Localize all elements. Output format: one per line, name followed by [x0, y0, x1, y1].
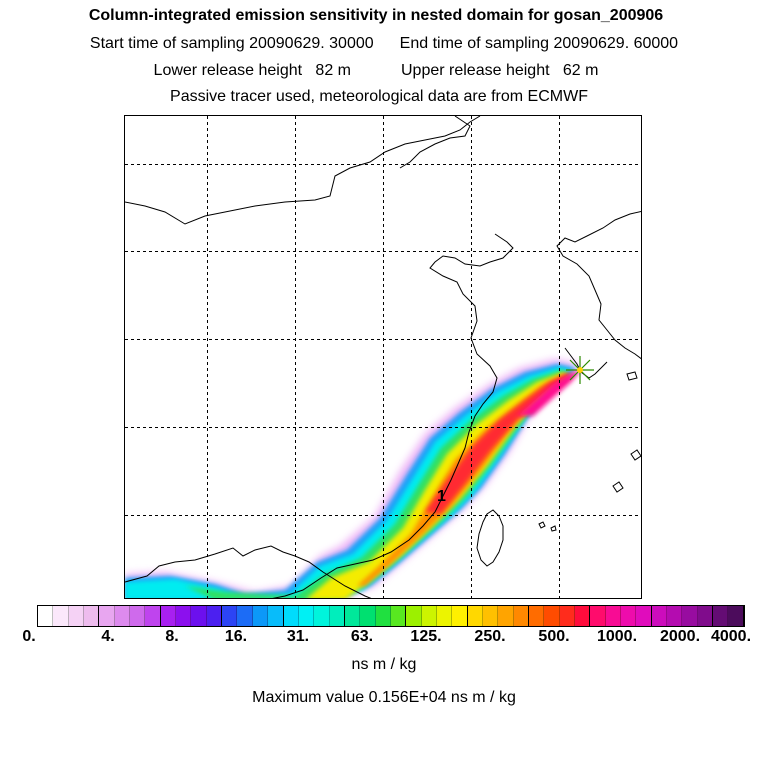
island-4 [538, 521, 546, 529]
color-scale-cell [651, 606, 668, 626]
coastline-north [125, 116, 481, 225]
color-scale-cell [559, 606, 576, 626]
color-scale-cell [191, 606, 207, 626]
color-scale-cell [68, 606, 85, 626]
sampling-time-line: Start time of sampling 20090629. 30000 En… [0, 34, 768, 54]
color-scale-cell [498, 606, 514, 626]
color-scale-cell [298, 606, 315, 626]
color-scale-cell [237, 606, 253, 626]
color-scale-cell [375, 606, 391, 626]
coastline-south [125, 545, 372, 598]
emission-plume [125, 359, 581, 598]
color-scale-cell [605, 606, 622, 626]
tick-label: 125. [410, 628, 442, 645]
color-scale-cell [544, 606, 560, 626]
color-scale-bar [37, 605, 745, 627]
plume-layer-red [425, 372, 571, 514]
tick-label: 500. [538, 628, 570, 645]
color-scale-cell [329, 606, 345, 626]
island-1 [626, 371, 638, 381]
color-scale-cell [728, 606, 744, 626]
lower-release-label: Lower release height 82 m [153, 62, 351, 79]
unit-label: ns m / kg [351, 656, 417, 673]
color-scale-cell [667, 606, 683, 626]
start-time-label: Start time of sampling 20090629. 30000 [89, 35, 374, 52]
color-scale-cell [53, 606, 69, 626]
color-scale-cell [406, 606, 422, 626]
tick-label: 8. [165, 628, 179, 645]
color-scale-cell [145, 606, 161, 626]
border-east [399, 116, 471, 169]
tick-label: 1000. [596, 628, 638, 645]
color-scale-cell [452, 606, 468, 626]
color-scale-ticks: 0. 4. 8. 16. 31. 63. 125. 250. 500. 1000… [0, 628, 768, 650]
color-scale-cell [222, 606, 238, 626]
tick-label: 2000. [659, 628, 701, 645]
tick-label: 16. [224, 628, 248, 645]
map-title: Column-integrated emission sensitivity i… [88, 7, 664, 24]
grid-lines [125, 116, 641, 598]
color-scale-cell [682, 606, 698, 626]
island-5 [550, 525, 557, 532]
tick-label: 0. [22, 628, 36, 645]
upper-release-label: Upper release height 62 m [401, 62, 599, 79]
tick-label: 250. [474, 628, 506, 645]
color-scale-cell [697, 606, 714, 626]
tracer-info-line: Passive tracer used, meteorological data… [170, 88, 588, 105]
coastline-china-east [272, 233, 514, 598]
color-scale-cell [436, 606, 453, 626]
color-scale-cell [130, 606, 146, 626]
map-canvas: 1 [125, 116, 641, 598]
color-scale-cell [206, 606, 223, 626]
color-scale-cell [529, 606, 545, 626]
release-height-line: Lower release height 82 m Upper release h… [0, 61, 760, 81]
end-time-label: End time of sampling 20090629. 60000 [399, 35, 679, 52]
color-scale-cell [252, 606, 269, 626]
color-scale-cell [176, 606, 192, 626]
color-scale-cell [84, 606, 100, 626]
star-icon [566, 356, 594, 384]
color-scale-cell [360, 606, 376, 626]
color-scale-cell [390, 606, 407, 626]
color-scale-cell [160, 606, 177, 626]
taiwan-island [476, 509, 504, 567]
color-scale-cell [467, 606, 483, 626]
plume-layer-magenta [517, 370, 581, 416]
coastlines [125, 116, 641, 598]
color-scale-cell [344, 606, 361, 626]
color-scale-cell [38, 606, 54, 626]
coastline-korea-north [556, 210, 641, 360]
island-3 [612, 481, 624, 493]
color-scale-cell [621, 606, 637, 626]
cluster-label: 1 [437, 488, 446, 505]
color-scale-cell [636, 606, 652, 626]
color-scale-cell [575, 606, 591, 626]
color-scale-cell [99, 606, 115, 626]
map-panel: 1 [124, 115, 642, 599]
color-scale-cell [482, 606, 499, 626]
color-scale-cell [314, 606, 330, 626]
tick-label: 63. [350, 628, 374, 645]
tick-label: 4000. [710, 628, 752, 645]
color-scale-cell [421, 606, 437, 626]
island-2 [630, 449, 641, 461]
tick-label: 4. [101, 628, 115, 645]
max-value-label: Maximum value 0.156E+04 ns m / kg [252, 689, 516, 706]
color-scale-cell [590, 606, 606, 626]
color-scale-cell [713, 606, 729, 626]
tick-label: 31. [286, 628, 310, 645]
plume-layer-cyan [125, 367, 574, 598]
color-scale-cell [268, 606, 284, 626]
color-scale-cell [513, 606, 529, 626]
color-scale-cell [283, 606, 299, 626]
color-scale-cell [114, 606, 131, 626]
